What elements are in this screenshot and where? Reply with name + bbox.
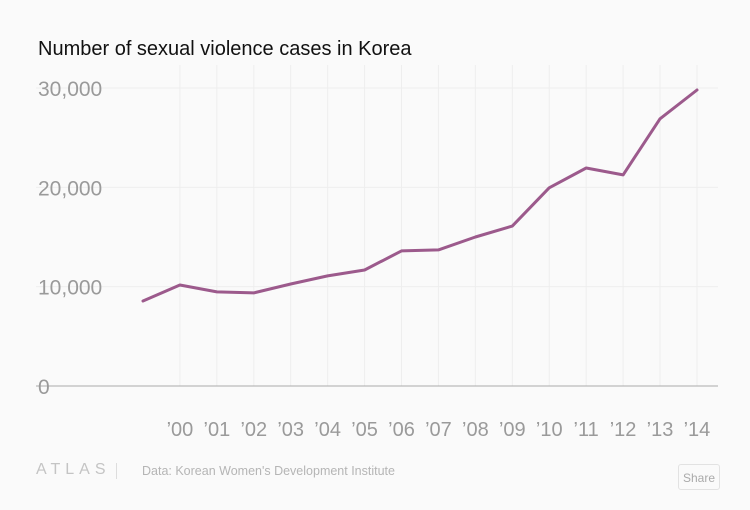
y-tick-label: 30,000	[38, 78, 102, 101]
x-tick-label: ’11	[574, 419, 599, 441]
y-tick-label: 20,000	[38, 177, 102, 200]
x-tick-label: ’04	[314, 419, 341, 441]
x-tick-label: ’02	[240, 419, 267, 441]
chart-title: Number of sexual violence cases in Korea	[38, 38, 412, 60]
x-tick-label: ’09	[499, 419, 526, 441]
x-tick-label: ’13	[647, 419, 674, 441]
data-source: Data: Korean Women's Development Institu…	[142, 464, 395, 478]
x-tick-label: ’14	[684, 419, 711, 441]
x-tick-label: ’05	[351, 419, 378, 441]
y-tick-label: 10,000	[38, 277, 102, 300]
x-tick-label: ’12	[610, 419, 637, 441]
x-tick-label: ’03	[277, 419, 304, 441]
x-tick-label: ’06	[388, 419, 415, 441]
x-tick-label: ’10	[536, 419, 563, 441]
series-line	[141, 88, 699, 303]
x-tick-label: ’08	[462, 419, 489, 441]
share-button[interactable]: Share	[678, 464, 720, 490]
x-tick-label: ’07	[425, 419, 452, 441]
x-tick-label: ’00	[167, 419, 194, 441]
atlas-logo: ATLAS	[36, 461, 116, 479]
x-tick-label: ’01	[204, 419, 231, 441]
y-tick-label: 0	[38, 376, 50, 399]
